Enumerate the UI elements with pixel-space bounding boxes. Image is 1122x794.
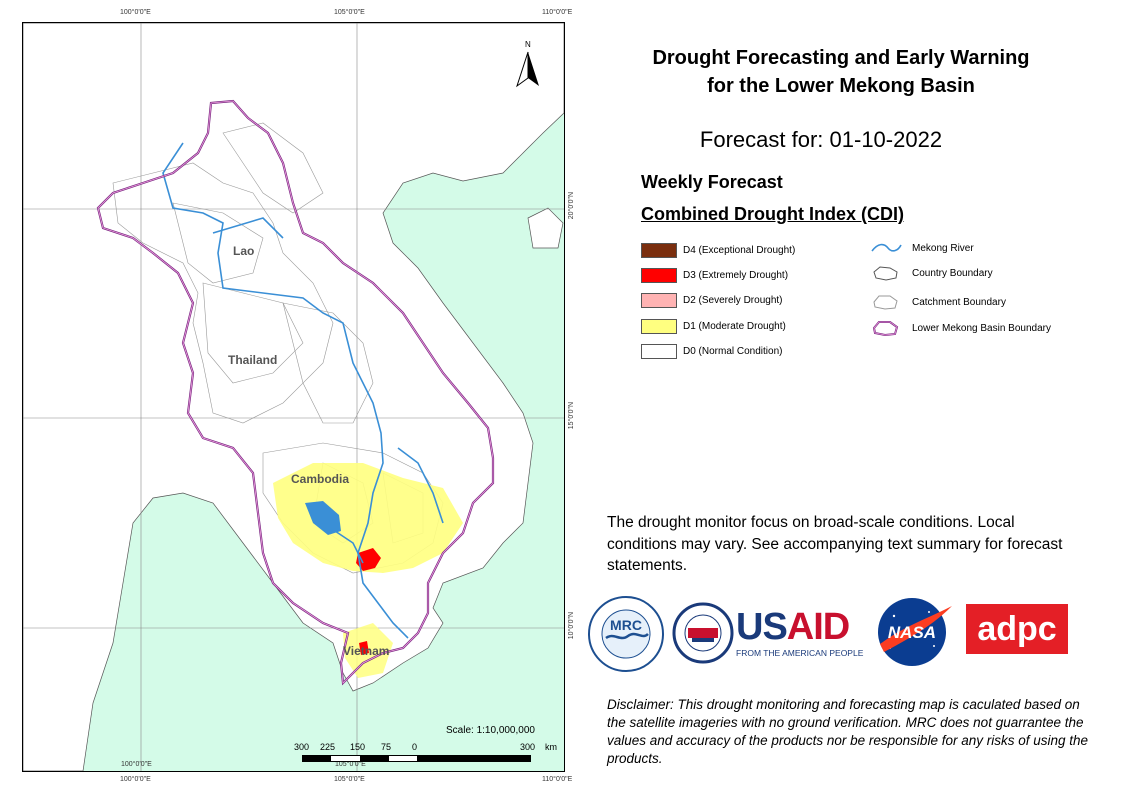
catchment-boundary-icon <box>873 295 898 310</box>
scale-text: Scale: 1:10,000,000 <box>446 725 535 736</box>
legend-label-country: Country Boundary <box>912 267 993 279</box>
legend-label-d2: D2 (Severely Drought) <box>683 294 783 306</box>
north-arrow-icon <box>516 51 539 88</box>
legend-swatch-d3 <box>641 267 677 283</box>
legend-symbol-basin: Lower Mekong Basin Boundary <box>870 320 1051 337</box>
legend-label-catchment: Catchment Boundary <box>912 296 1006 308</box>
legend-swatch-d1 <box>641 318 677 334</box>
grid-label-lon-100-bottom: 100°0'0"E <box>121 761 152 768</box>
grid-label-lat-10-right: 10°0'0"N <box>568 612 575 640</box>
legend-symbol-river: Mekong River <box>870 240 974 256</box>
monitor-note: The drought monitor focus on broad-scale… <box>607 514 1063 574</box>
country-label-cambodia: Cambodia <box>291 472 350 486</box>
map-title: Drought Forecasting and Early Warning fo… <box>586 44 1096 100</box>
legend-item-d1: D1 (Moderate Drought) <box>641 318 786 334</box>
legend-label-d4: D4 (Exceptional Drought) <box>683 244 796 256</box>
usaid-wordmark-text: USAID <box>736 606 850 648</box>
country-boundary-icon <box>873 266 898 281</box>
legend-label-d3: D3 (Extremely Drought) <box>683 269 789 281</box>
title-line-1: Drought Forecasting and Early Warning <box>652 47 1030 69</box>
nasa-logo-text: NASA <box>888 623 936 642</box>
scale-tick-1: 225 <box>320 742 336 752</box>
island <box>527 207 564 249</box>
graticule <box>23 23 564 771</box>
grid-label-lon-110-bottom: 110°0'0"E <box>542 776 573 783</box>
legend-item-d0: D0 (Normal Condition) <box>641 343 782 359</box>
nasa-logo: NASA <box>878 598 952 666</box>
basin-boundary-icon <box>872 321 899 337</box>
weekly-forecast-heading: Weekly Forecast <box>641 172 783 192</box>
scale-tick-4: 0 <box>412 742 418 752</box>
legend-item-d4: D4 (Exceptional Drought) <box>641 242 795 258</box>
river-line-icon <box>871 243 902 252</box>
legend-item-d2: D2 (Severely Drought) <box>641 292 782 308</box>
scale-bar <box>302 755 531 762</box>
scale-tick-unit: km <box>545 742 557 752</box>
title-line-2: for the Lower Mekong Basin <box>707 75 975 97</box>
legend-symbol-country: Country Boundary <box>870 265 993 281</box>
map-frame: 100°0'0"E 105°0'0"E 20°0'0"N 15°0'0"N 10… <box>22 22 565 772</box>
disclaimer: Disclaimer: This drought monitoring and … <box>607 697 1089 766</box>
drought-d1-areas <box>273 463 463 678</box>
mrc-logo-text: MRC <box>610 617 642 633</box>
tonle-sap-lake <box>305 501 341 535</box>
grid-label-lon-105-top: 105°0'0"E <box>334 9 365 16</box>
legend-symbol-catchment: Catchment Boundary <box>870 294 1006 310</box>
adpc-logo: adpc <box>966 604 1068 654</box>
usaid-seal-logo <box>672 602 734 664</box>
cdi-heading: Combined Drought Index (CDI) <box>641 204 904 224</box>
lower-mekong-basin-boundary-inner <box>97 100 494 684</box>
mrc-logo: MRC <box>588 596 664 672</box>
country-label-thailand: Thailand <box>228 353 278 367</box>
scale-tick-3: 75 <box>381 742 392 752</box>
grid-label-lon-100-bottom-outer: 100°0'0"E <box>120 776 151 783</box>
north-letter: N <box>525 40 531 49</box>
grid-label-lon-105-bottom-outer: 105°0'0"E <box>334 776 365 783</box>
usaid-tagline: FROM THE AMERICAN PEOPLE <box>736 648 864 658</box>
legend-label-river: Mekong River <box>912 242 974 254</box>
grid-label-lon-100-top: 100°0'0"E <box>120 9 151 16</box>
map-canvas <box>23 23 564 771</box>
forecast-date: Forecast for: 01-10-2022 <box>699 127 943 152</box>
grid-label-lat-15-right: 15°0'0"N <box>568 402 575 430</box>
scale-tick-0: 300 <box>294 742 310 752</box>
logo-strip: MRC USAID FROM THE AMERICAN PEOPLE NASA … <box>586 594 1086 674</box>
grid-label-lat-20-right: 20°0'0"N <box>568 192 575 220</box>
legend-label-d1: D1 (Moderate Drought) <box>683 320 786 332</box>
adpc-logo-text: adpc <box>977 610 1057 648</box>
country-label-lao: Lao <box>233 244 255 258</box>
legend-swatch-d0 <box>641 343 677 359</box>
scale-tick-5: 300 <box>520 742 536 752</box>
scale-tick-2: 150 <box>350 742 366 752</box>
country-label-vietnam: Vietnam <box>343 644 390 658</box>
usaid-wordmark: USAID FROM THE AMERICAN PEOPLE <box>736 606 864 658</box>
legend-swatch-d4 <box>641 242 677 258</box>
grid-label-lon-105-bottom: 105°0'0"E <box>335 761 366 768</box>
legend-label-d0: D0 (Normal Condition) <box>683 345 783 357</box>
legend-label-basin: Lower Mekong Basin Boundary <box>912 322 1051 334</box>
legend-swatch-d2 <box>641 292 677 308</box>
mekong-river <box>162 142 444 639</box>
grid-label-lon-110-top: 110°0'0"E <box>542 9 573 16</box>
drought-d3-areas <box>356 548 381 655</box>
legend-item-d3: D3 (Extremely Drought) <box>641 267 788 283</box>
